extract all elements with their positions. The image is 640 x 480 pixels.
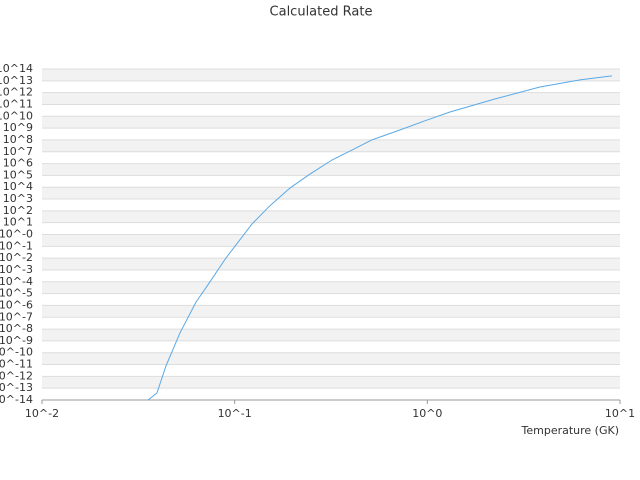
grid-band [42, 139, 620, 152]
grid-band [42, 329, 620, 341]
y-tick-label: 10^13 [0, 74, 33, 87]
y-tick-label: 10^-1 [0, 239, 33, 252]
y-tick-label: 10^2 [3, 204, 33, 217]
y-tick-label: 10^-0 [0, 228, 33, 241]
y-tick-label: 10^-11 [0, 358, 33, 371]
y-tick-label: 10^-7 [0, 310, 33, 323]
y-tick-label: 10^10 [0, 109, 33, 122]
y-tick-label: 10^14 [0, 62, 33, 75]
y-tick-label: 10^-12 [0, 369, 33, 382]
y-tick-label: 10^-14 [0, 393, 33, 406]
y-tick-label: 10^1 [3, 216, 33, 229]
grid-band [42, 69, 620, 81]
y-tick-label: 10^8 [3, 133, 33, 146]
y-tick-label: 10^-2 [0, 251, 33, 264]
grid-band [42, 352, 620, 365]
y-tick-label: 10^11 [0, 97, 33, 110]
x-tick-label: 10^-1 [218, 407, 252, 420]
y-tick-label: 10^-8 [0, 322, 33, 335]
grid-band [42, 258, 620, 270]
grid-band [42, 376, 620, 389]
y-tick-label: 10^4 [3, 180, 33, 193]
grid-band [42, 163, 620, 176]
x-tick-label: 10^1 [605, 407, 635, 420]
line-series [147, 75, 612, 401]
y-tick-label: 10^-3 [0, 263, 33, 276]
y-tick-label: 10^-4 [0, 275, 33, 288]
grid-band [42, 210, 620, 223]
y-tick-label: 10^5 [3, 168, 33, 181]
grid-band [42, 234, 620, 247]
chart-title: Calculated Rate [270, 5, 373, 20]
grid-band [42, 281, 620, 294]
grid-band [42, 187, 620, 200]
y-tick-label: 10^6 [3, 157, 33, 170]
x-tick-label: 10^0 [412, 407, 442, 420]
y-tick-label: 10^3 [3, 192, 33, 205]
y-tick-label: 10^-9 [0, 334, 33, 347]
y-tick-label: 10^7 [3, 145, 33, 158]
grid-band [42, 92, 620, 105]
y-tick-label: 10^-13 [0, 381, 33, 394]
grid-band [42, 305, 620, 318]
x-axis-label: Temperature (GK) [521, 424, 620, 437]
y-tick-label: 10^9 [3, 121, 33, 134]
y-tick-label: 10^-6 [0, 298, 33, 311]
grid-band [42, 116, 620, 129]
y-tick-label: 10^12 [0, 86, 33, 99]
y-tick-label: 10^-10 [0, 346, 33, 359]
y-tick-label: 10^-5 [0, 287, 33, 300]
x-tick-label: 10^-2 [25, 407, 59, 420]
